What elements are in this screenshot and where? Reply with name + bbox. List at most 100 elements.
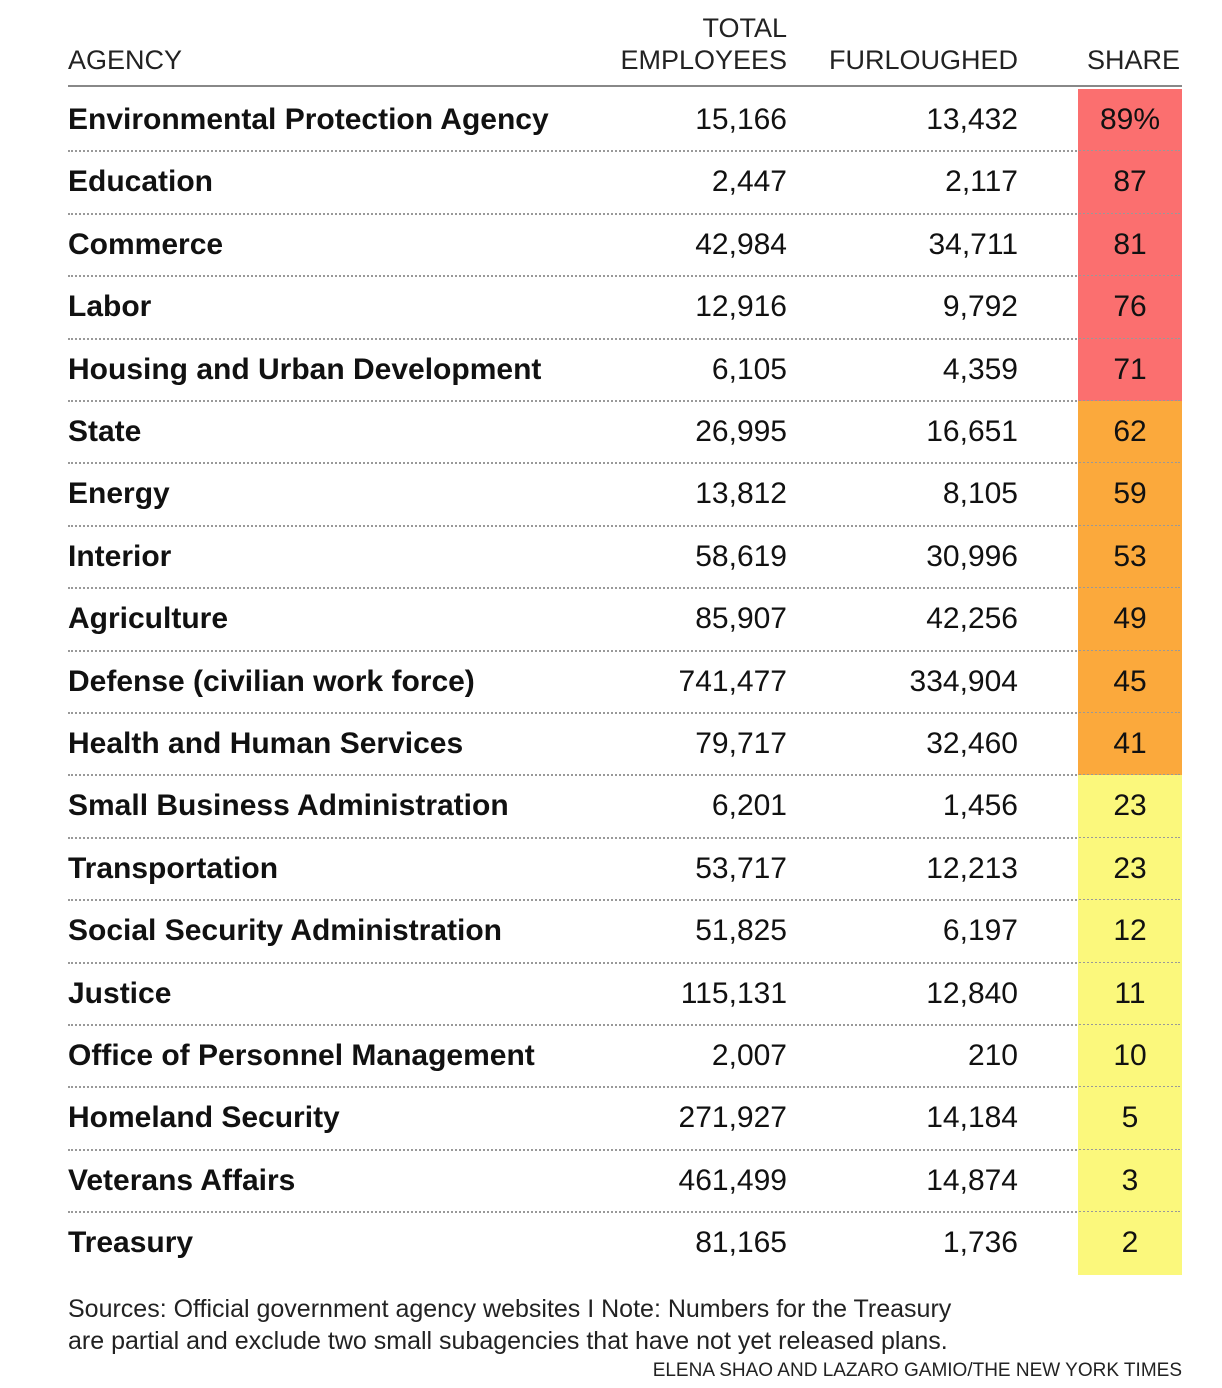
row-separator	[68, 836, 1180, 839]
total-employees: 85,907	[695, 602, 787, 636]
total-employees: 51,825	[695, 914, 787, 948]
share: 49	[1113, 602, 1147, 636]
total-employees: 461,499	[678, 1163, 787, 1197]
total-employees: 6,201	[711, 789, 787, 823]
agency: Defense (civilian work force)	[68, 664, 475, 698]
row-separator	[68, 1024, 1180, 1026]
header-furloughed: FURLOUGHED	[828, 45, 1018, 75]
total-employees: 13,812	[695, 477, 787, 511]
furloughed: 14,184	[926, 1101, 1018, 1135]
share-cell	[1078, 213, 1182, 277]
share-cell	[1078, 338, 1182, 402]
share-cell	[1078, 1212, 1182, 1276]
row-separator	[68, 400, 1180, 402]
row-separator	[68, 899, 1180, 902]
furloughed: 34,711	[928, 227, 1018, 261]
share: 41	[1113, 727, 1147, 760]
share-cell	[1078, 151, 1182, 215]
agency: Agriculture	[68, 602, 229, 636]
furloughed: 4,359	[942, 352, 1018, 386]
share-cell	[1078, 1149, 1182, 1213]
furloughed: 32,460	[926, 727, 1018, 760]
note: are partial and exclude two small subage…	[68, 1327, 948, 1355]
furloughed: 8,105	[942, 477, 1018, 511]
total-employees: 115,131	[680, 976, 787, 1010]
furloughed: 6,197	[942, 914, 1018, 948]
share-cell	[1078, 588, 1182, 652]
share-cell	[1078, 962, 1182, 1026]
share: 71	[1113, 352, 1147, 386]
row-separator	[68, 212, 1180, 215]
share: 5	[1121, 1101, 1139, 1135]
share: 10	[1113, 1039, 1147, 1072]
share: 23	[1113, 789, 1147, 823]
agency: Energy	[68, 477, 170, 511]
furloughed: 12,840	[926, 976, 1018, 1010]
furloughed: 334,904	[909, 664, 1018, 698]
share-cell	[1078, 1087, 1182, 1151]
agency: Health and Human Services	[68, 727, 464, 760]
share-cell	[1078, 650, 1182, 714]
share: 3	[1121, 1163, 1139, 1197]
agency: Small Business Administration	[68, 789, 509, 823]
agency: Office of Personnel Management	[68, 1039, 535, 1072]
total-employees: 81,165	[695, 1226, 787, 1260]
total-employees: 2,447	[711, 165, 787, 199]
furloughed: 16,651	[926, 415, 1018, 448]
agency: Environmental Protection Agency	[68, 103, 549, 136]
total-employees: 741,477	[678, 664, 787, 698]
furloughed: 13,432	[926, 103, 1018, 136]
share: 59	[1113, 477, 1147, 511]
row-separator	[68, 774, 1180, 777]
furloughed: 9,792	[942, 290, 1018, 324]
row-separator	[68, 337, 1180, 340]
row-separator	[68, 712, 1180, 714]
row-separator	[68, 649, 1180, 652]
share-cell	[1078, 837, 1182, 901]
total-employees: 15,166	[695, 103, 787, 136]
share-cell	[1078, 1025, 1182, 1088]
share: 76	[1113, 290, 1147, 324]
share-cell	[1078, 276, 1182, 340]
total-employees: 6,105	[711, 352, 787, 386]
share-cell	[1078, 89, 1182, 152]
share: 53	[1113, 539, 1147, 573]
share: 45	[1113, 664, 1147, 698]
share: 62	[1113, 415, 1147, 448]
header-total: EMPLOYEES	[620, 45, 787, 75]
furloughed: 42,256	[926, 602, 1018, 636]
share-cell	[1078, 463, 1182, 527]
row-separator	[68, 1148, 1180, 1151]
agency: Social Security Administration	[68, 914, 502, 948]
furloughed: 12,213	[926, 851, 1018, 885]
header-agency: AGENCY	[68, 45, 183, 75]
total-employees: 53,717	[695, 851, 787, 885]
share: 12	[1113, 914, 1147, 948]
furloughed: 1,456	[942, 789, 1018, 823]
row-separator	[68, 275, 1180, 278]
share-cell	[1078, 525, 1182, 589]
row-separator	[68, 961, 1180, 964]
header-total: TOTAL	[702, 13, 787, 43]
header-share: SHARE	[1086, 45, 1180, 75]
agency: Education	[68, 165, 214, 199]
share-cell	[1078, 401, 1182, 464]
furloughed: 1,736	[942, 1226, 1018, 1260]
agency: Veterans Affairs	[68, 1163, 296, 1197]
total-employees: 42,984	[695, 227, 787, 261]
agency: Transportation	[68, 851, 279, 885]
agency: Commerce	[68, 227, 224, 261]
agency: Homeland Security	[68, 1101, 340, 1135]
total-employees: 271,927	[678, 1101, 787, 1135]
share-cell	[1078, 713, 1182, 776]
agency: Treasury	[68, 1226, 194, 1260]
share: 87	[1113, 165, 1147, 199]
furloughed: 210	[967, 1039, 1018, 1072]
furloughed: 2,117	[945, 165, 1018, 199]
share: 11	[1114, 976, 1146, 1010]
total-employees: 2,007	[711, 1039, 787, 1072]
note: Sources: Official government agency webs…	[68, 1295, 952, 1323]
agency: Labor	[68, 290, 152, 324]
row-separator	[68, 150, 1180, 153]
